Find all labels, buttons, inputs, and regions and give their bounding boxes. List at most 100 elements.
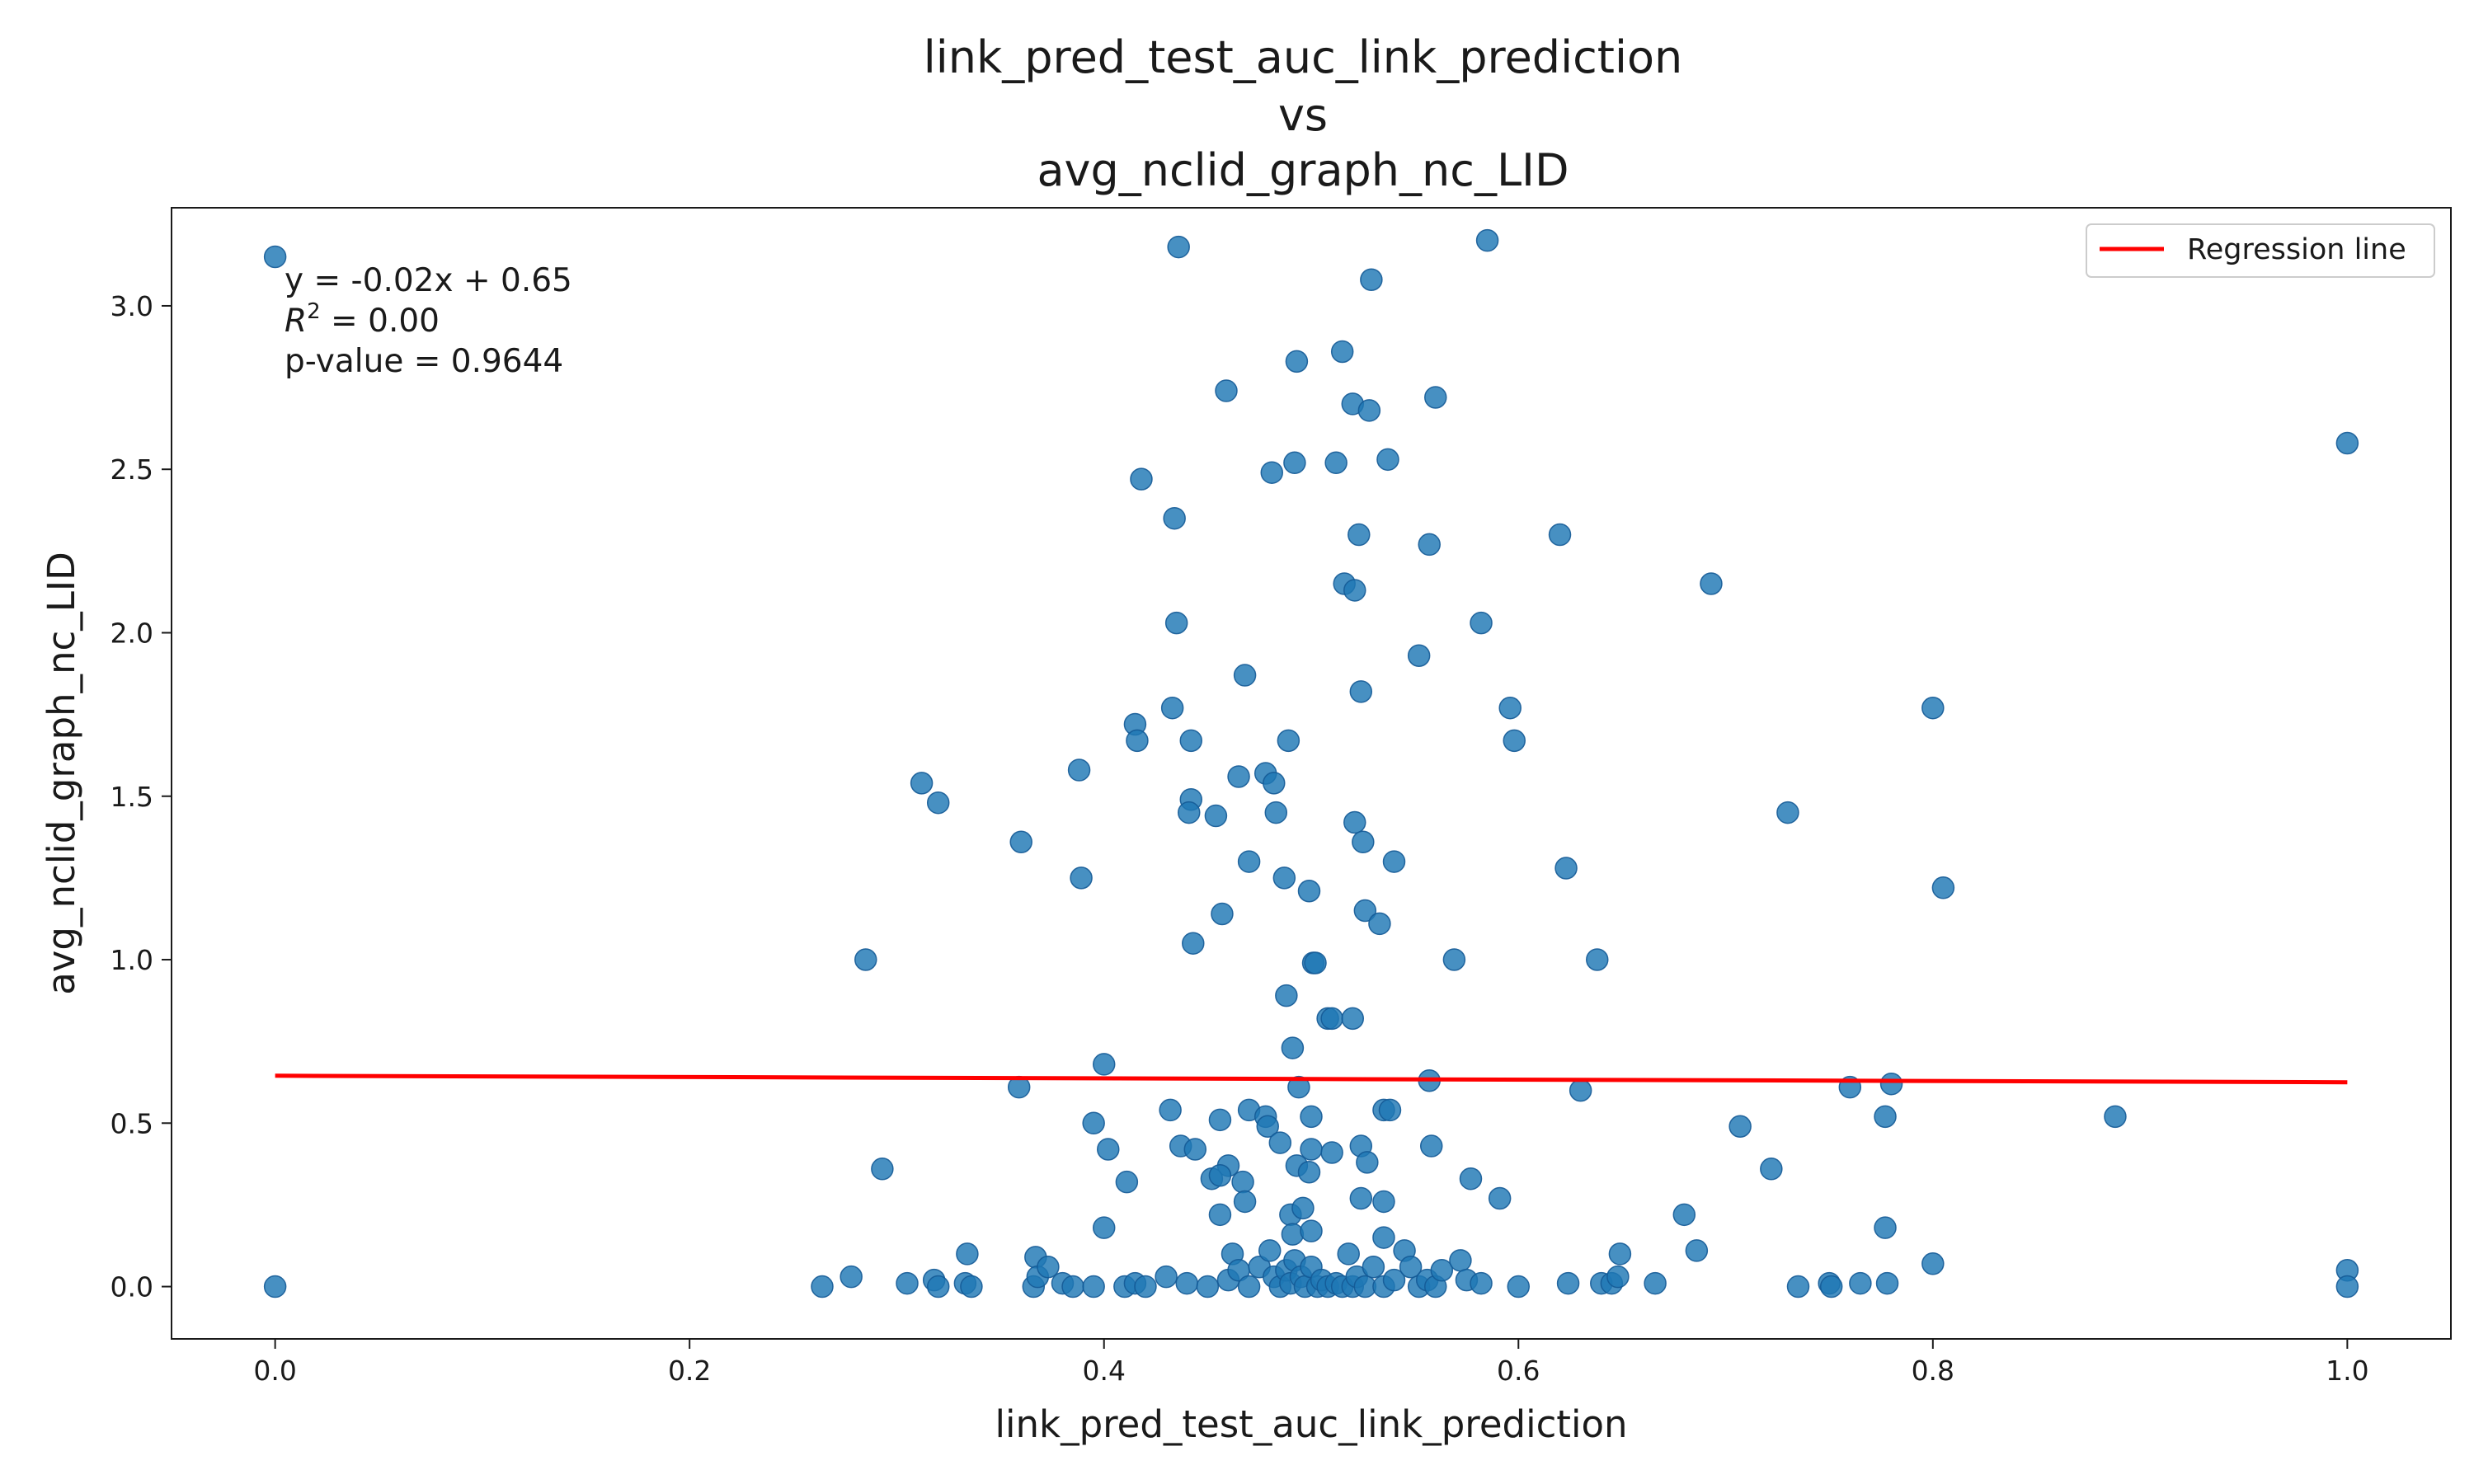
scatter-point: [1503, 729, 1526, 753]
scatter-point: [1097, 1138, 1120, 1161]
scatter-point: [1475, 228, 1499, 252]
scatter-point: [1399, 1256, 1423, 1279]
scatter-point: [1082, 1275, 1105, 1298]
scatter-point: [1231, 1170, 1254, 1194]
scatter-point: [1263, 772, 1286, 795]
scatter-point: [1442, 948, 1466, 971]
y-tick-label: 1.5: [111, 781, 153, 813]
scatter-point: [1368, 912, 1391, 936]
scatter-point: [1204, 804, 1228, 828]
scatter-point: [1115, 1170, 1139, 1194]
scatter-point: [1606, 1265, 1630, 1289]
scatter-point: [1548, 523, 1572, 547]
scatter-point: [1407, 644, 1431, 667]
scatter-point: [1297, 1161, 1321, 1184]
x-tick-label: 0.0: [253, 1355, 296, 1387]
scatter-point: [854, 948, 877, 971]
scatter-point: [871, 1158, 894, 1181]
scatter-point: [1372, 1226, 1395, 1249]
x-axis-ticks: 0.0 0.2 0.4 0.6 0.8 1.0: [253, 1339, 2369, 1387]
scatter-point: [1237, 850, 1261, 873]
scatter-point: [1556, 1271, 1580, 1295]
scatter-point: [1082, 1111, 1105, 1135]
scatter-point: [1061, 1275, 1084, 1298]
scatter-point: [910, 772, 934, 795]
scatter-point: [1285, 350, 1309, 373]
scatter-point: [1353, 899, 1377, 923]
scatter-point: [1586, 948, 1609, 971]
r-squared-symbol: R: [285, 303, 307, 340]
scatter-point: [1376, 448, 1399, 472]
scatter-point: [1256, 1115, 1279, 1139]
scatter-point: [1921, 1252, 1945, 1275]
scatter-point: [1320, 1007, 1343, 1031]
scatter-point: [1343, 810, 1366, 834]
scatter-point: [1459, 1167, 1483, 1190]
scatter-point: [1875, 1271, 1899, 1295]
scatter-point: [1378, 1098, 1402, 1122]
x-tick-label: 0.8: [1912, 1355, 1954, 1387]
scatter-point: [1092, 1216, 1116, 1239]
scatter-point: [1208, 1203, 1232, 1227]
scatter-point: [1507, 1275, 1531, 1298]
scatter-point: [1341, 1007, 1365, 1031]
scatter-point: [1874, 1216, 1897, 1239]
scatter-point: [1211, 902, 1234, 926]
scatter-point: [1208, 1163, 1232, 1187]
scatter-point: [1352, 830, 1375, 854]
scatter-point: [1126, 729, 1149, 753]
scatter-point: [1337, 1242, 1360, 1266]
scatter-point: [1258, 1239, 1282, 1262]
scatter-point: [1009, 830, 1032, 854]
scatter-point: [1233, 1190, 1257, 1214]
scatter-point: [1449, 1249, 1472, 1272]
scatter-point: [1183, 1138, 1207, 1161]
scatter-point: [1092, 1053, 1116, 1076]
r-squared-text: R2 = 0.00: [285, 299, 440, 340]
scatter-point: [1554, 857, 1578, 880]
scatter-point: [1233, 664, 1257, 687]
scatter-point: [1070, 866, 1093, 890]
scatter-point: [1227, 765, 1250, 788]
chart-title-line-2: vs: [1278, 89, 1328, 141]
scatter-point: [926, 791, 950, 815]
scatter-point: [1357, 399, 1381, 422]
x-tick-label: 0.2: [668, 1355, 711, 1387]
scatter-point: [1849, 1271, 1872, 1295]
scatter-point: [1424, 386, 1447, 409]
scatter-point: [1356, 1151, 1379, 1174]
scatter-point: [1569, 1078, 1592, 1102]
scatter-point: [896, 1271, 919, 1295]
scatter-point: [1268, 1131, 1292, 1154]
scatter-point: [926, 1275, 950, 1298]
scatter-point: [1283, 451, 1306, 475]
scatter-point: [1348, 523, 1371, 547]
legend-label-regression: Regression line: [2187, 233, 2406, 266]
scatter-point: [1067, 758, 1091, 782]
scatter-point: [1382, 850, 1406, 873]
y-tick-label: 3.0: [111, 290, 153, 322]
scatter-point: [1608, 1242, 1632, 1266]
scatter-point: [1304, 951, 1327, 974]
scatter-point: [1729, 1115, 1752, 1139]
scatter-point: [2335, 1275, 2359, 1298]
scatter-point: [1879, 1072, 1903, 1096]
scatter-point: [1277, 729, 1300, 753]
scatter-point: [1430, 1258, 1454, 1282]
scatter-point: [1275, 984, 1298, 1007]
scatter-point: [263, 245, 287, 269]
regression-layer: [275, 1073, 2348, 1085]
y-tick-label: 0.0: [111, 1271, 153, 1303]
scatter-point: [1760, 1158, 1783, 1181]
y-axis-label: avg_nclid_graph_nc_LID: [40, 552, 83, 995]
scatter-point: [1281, 1223, 1305, 1246]
scatter-point: [1208, 1108, 1232, 1132]
scatter-point: [1360, 268, 1383, 291]
scatter-point: [1349, 680, 1373, 703]
scatter-point: [1349, 1186, 1373, 1210]
scatter-point: [1237, 1275, 1261, 1298]
scatter-point: [1163, 506, 1186, 530]
scatter-point: [1343, 579, 1366, 602]
scatter-point: [1382, 1268, 1406, 1292]
scatter-point: [1167, 235, 1190, 259]
